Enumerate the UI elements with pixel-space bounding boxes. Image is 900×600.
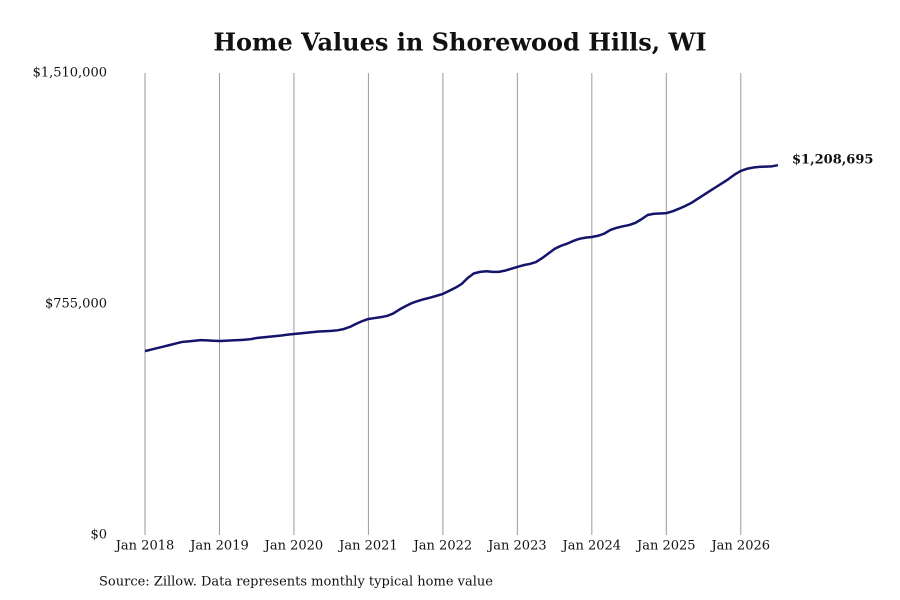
x-tick-label: Jan 2024 <box>561 539 622 554</box>
x-tick-label: Jan 2026 <box>709 539 770 554</box>
y-tick-label: $1,510,000 <box>33 66 107 81</box>
y-tick-label: $0 <box>90 528 107 543</box>
x-tick-label: Jan 2019 <box>188 539 249 554</box>
x-tick-label: Jan 2023 <box>486 539 547 554</box>
chart-title: Home Values in Shorewood Hills, WI <box>213 28 706 57</box>
y-tick-label: $755,000 <box>45 297 107 312</box>
x-tick-label: Jan 2018 <box>114 539 175 554</box>
value-label: $1,208,695 <box>792 153 873 168</box>
x-tick-label: Jan 2022 <box>412 539 473 554</box>
x-tick-label: Jan 2021 <box>337 539 398 554</box>
x-tick-label: Jan 2025 <box>635 539 696 554</box>
line <box>144 163 779 353</box>
source-note: Source: Zillow. Data represents monthly … <box>99 575 493 590</box>
x-tick-label: Jan 2020 <box>263 539 324 554</box>
